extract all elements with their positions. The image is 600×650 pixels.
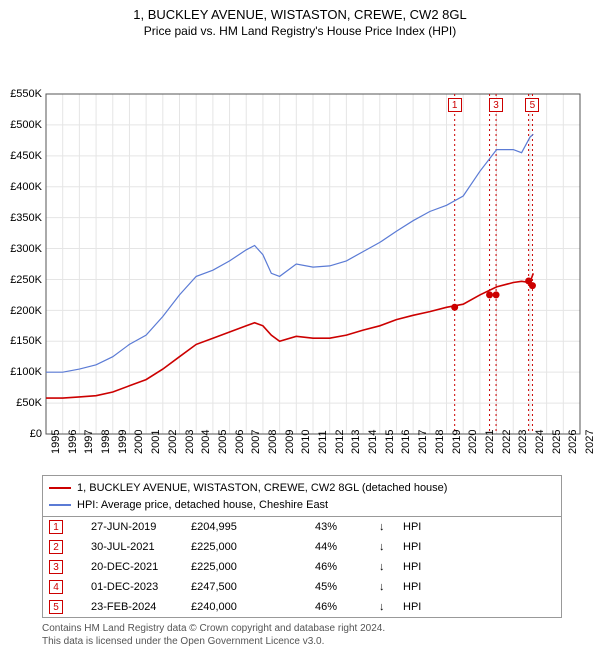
row-vs: HPI — [403, 541, 555, 553]
chart-container: 1, BUCKLEY AVENUE, WISTASTON, CREWE, CW2… — [0, 0, 600, 650]
x-axis-label: 2011 — [317, 431, 329, 455]
row-diff: 43% — [315, 521, 375, 533]
x-axis-label: 2010 — [300, 430, 312, 454]
chart-svg — [0, 42, 600, 462]
x-axis-label: 2001 — [150, 430, 162, 454]
sale-marker-3: 3 — [489, 98, 503, 112]
legend-item: 1, BUCKLEY AVENUE, WISTASTON, CREWE, CW2… — [49, 480, 555, 497]
legend-swatch — [49, 504, 71, 506]
x-axis-label: 2007 — [250, 430, 262, 454]
row-date: 30-JUL-2021 — [67, 541, 187, 553]
x-axis-label: 2023 — [517, 430, 529, 454]
footer-attribution: Contains HM Land Registry data © Crown c… — [42, 622, 562, 648]
row-date: 20-DEC-2021 — [67, 561, 187, 573]
sales-table: 1 27-JUN-2019 £204,995 43% ↓ HPI 2 30-JUL-2021 £… — [42, 516, 562, 618]
row-price: £240,000 — [191, 601, 311, 613]
row-price: £225,000 — [191, 541, 311, 553]
x-axis-label: 1997 — [83, 430, 95, 454]
chart-area: £0 £50K £100K £150K £200K £250K £300K £350K £400… — [0, 42, 600, 462]
row-vs: HPI — [403, 601, 555, 613]
y-axis-label: £250K — [10, 274, 42, 286]
x-axis-label: 2000 — [133, 430, 145, 454]
x-axis-label: 2009 — [284, 430, 296, 454]
legend-item: HPI: Average price, detached house, Ches… — [49, 497, 555, 514]
x-axis-label: 1998 — [100, 430, 112, 454]
row-diff: 45% — [315, 581, 375, 593]
x-axis-label: 2024 — [534, 430, 546, 454]
y-axis-label: £0 — [30, 428, 42, 440]
x-axis-label: 2025 — [551, 430, 563, 454]
x-axis-label: 2014 — [367, 430, 379, 454]
legend-swatch — [49, 487, 71, 489]
y-axis-label: £550K — [10, 88, 42, 100]
sale-marker-5: 5 — [525, 98, 539, 112]
table-row: 3 20-DEC-2021 £225,000 46% ↓ HPI — [43, 557, 561, 577]
y-axis-label: £400K — [10, 181, 42, 193]
x-axis-label: 2017 — [417, 430, 429, 454]
row-date: 27-JUN-2019 — [67, 521, 187, 533]
x-axis-label: 2003 — [184, 430, 196, 454]
down-arrow-icon: ↓ — [379, 581, 399, 593]
x-axis-label: 2027 — [584, 430, 596, 454]
x-axis-label: 2021 — [484, 430, 496, 454]
table-row: 1 27-JUN-2019 £204,995 43% ↓ HPI — [43, 517, 561, 537]
footer-line1: Contains HM Land Registry data © Crown c… — [42, 622, 562, 635]
x-axis-label: 2013 — [350, 430, 362, 454]
row-diff: 46% — [315, 601, 375, 613]
row-diff: 46% — [315, 561, 375, 573]
legend-label: HPI: Average price, detached house, Ches… — [77, 497, 328, 514]
row-price: £204,995 — [191, 521, 311, 533]
down-arrow-icon: ↓ — [379, 561, 399, 573]
down-arrow-icon: ↓ — [379, 521, 399, 533]
x-axis-label: 1999 — [117, 430, 129, 454]
down-arrow-icon: ↓ — [379, 601, 399, 613]
row-vs: HPI — [403, 581, 555, 593]
legend: 1, BUCKLEY AVENUE, WISTASTON, CREWE, CW2… — [42, 475, 562, 518]
down-arrow-icon: ↓ — [379, 541, 399, 553]
row-vs: HPI — [403, 561, 555, 573]
chart-title: 1, BUCKLEY AVENUE, WISTASTON, CREWE, CW2… — [0, 0, 600, 24]
row-diff: 44% — [315, 541, 375, 553]
x-axis-label: 2005 — [217, 430, 229, 454]
legend-label: 1, BUCKLEY AVENUE, WISTASTON, CREWE, CW2… — [77, 480, 447, 497]
row-number-box: 2 — [49, 540, 63, 554]
sale-marker-1: 1 — [448, 98, 462, 112]
x-axis-label: 2006 — [234, 430, 246, 454]
x-axis-label: 2008 — [267, 430, 279, 454]
y-axis-label: £300K — [10, 243, 42, 255]
x-axis-label: 2018 — [434, 430, 446, 454]
row-number-box: 4 — [49, 580, 63, 594]
row-price: £247,500 — [191, 581, 311, 593]
y-axis-label: £500K — [10, 119, 42, 131]
x-axis-label: 1996 — [67, 430, 79, 454]
chart-subtitle: Price paid vs. HM Land Registry's House … — [0, 24, 600, 42]
row-price: £225,000 — [191, 561, 311, 573]
x-axis-label: 2026 — [567, 430, 579, 454]
x-axis-label: 2004 — [200, 430, 212, 454]
y-axis-label: £200K — [10, 305, 42, 317]
y-axis-label: £100K — [10, 366, 42, 378]
x-axis-label: 1995 — [50, 430, 62, 454]
y-axis-label: £50K — [16, 397, 42, 409]
row-vs: HPI — [403, 521, 555, 533]
table-row: 2 30-JUL-2021 £225,000 44% ↓ HPI — [43, 537, 561, 557]
footer-line2: This data is licensed under the Open Gov… — [42, 635, 562, 648]
x-axis-label: 2002 — [167, 430, 179, 454]
row-date: 01-DEC-2023 — [67, 581, 187, 593]
x-axis-label: 2022 — [501, 430, 513, 454]
row-number-box: 3 — [49, 560, 63, 574]
x-axis-label: 2016 — [400, 430, 412, 454]
row-number-box: 1 — [49, 520, 63, 534]
y-axis-label: £350K — [10, 212, 42, 224]
y-axis-label: £450K — [10, 150, 42, 162]
y-axis-label: £150K — [10, 335, 42, 347]
row-number-box: 5 — [49, 600, 63, 614]
x-axis-label: 2015 — [384, 430, 396, 454]
row-date: 23-FEB-2024 — [67, 601, 187, 613]
table-row: 4 01-DEC-2023 £247,500 45% ↓ HPI — [43, 577, 561, 597]
x-axis-label: 2020 — [467, 430, 479, 454]
x-axis-label: 2019 — [451, 430, 463, 454]
x-axis-label: 2012 — [334, 430, 346, 454]
table-row: 5 23-FEB-2024 £240,000 46% ↓ HPI — [43, 597, 561, 617]
